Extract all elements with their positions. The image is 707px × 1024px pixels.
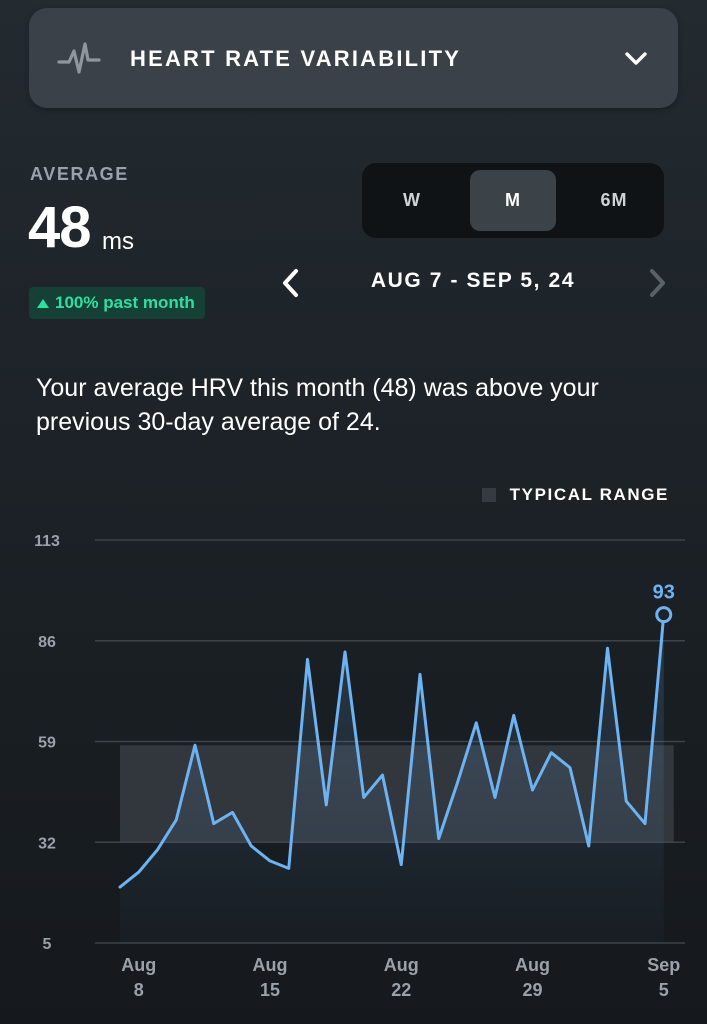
- x-tick-label-month: Sep: [647, 955, 680, 975]
- x-tick-label-day: 8: [134, 980, 144, 1000]
- average-label: AVERAGE: [30, 164, 129, 184]
- highlight-label: 93: [653, 582, 675, 604]
- chevron-down-icon[interactable]: [622, 44, 650, 72]
- triangle-up-icon: [37, 298, 49, 308]
- hrv-line-chart: 113 86 59 32 5 93 Aug 8 Aug 15 Aug 22 Aug 29 Sep 5: [34, 533, 685, 1000]
- highlight-point: [655, 606, 673, 624]
- change-badge: 100% past month: [29, 287, 205, 319]
- date-range-label: AUG 7 - SEP 5, 24: [370, 269, 576, 292]
- metric-title: HEART RATE VARIABILITY: [130, 46, 462, 71]
- average-value: 48: [28, 195, 92, 260]
- y-tick-label: 32: [38, 835, 56, 852]
- y-tick-label: 5: [43, 936, 52, 953]
- chevron-left-icon[interactable]: [276, 266, 306, 300]
- x-tick-label-month: Aug: [121, 955, 156, 975]
- y-tick-label: 86: [38, 634, 56, 651]
- hrv-series-line: [118, 613, 666, 889]
- x-tick-label-day: 5: [659, 980, 669, 1000]
- chart-legend: TYPICAL RANGE: [481, 485, 669, 505]
- average-unit: ms: [102, 228, 134, 255]
- area-fill: [120, 614, 664, 943]
- y-tick-label: 113: [34, 533, 60, 550]
- change-text: 100% past month: [55, 293, 195, 312]
- x-tick-label-day: 22: [391, 980, 411, 1000]
- x-tick-label-month: Aug: [515, 955, 550, 975]
- period-selector: W M 6M: [362, 163, 664, 238]
- heartbeat-pulse-icon: [55, 36, 103, 84]
- x-tick-label-month: Aug: [384, 955, 419, 975]
- chevron-right-icon[interactable]: [642, 266, 672, 300]
- tab-week[interactable]: W: [403, 190, 421, 210]
- tab-six-months[interactable]: 6M: [600, 190, 628, 210]
- insight-text: Your average HRV this month (48) was abo…: [36, 374, 599, 436]
- tab-month[interactable]: M: [470, 170, 556, 231]
- x-tick-label-month: Aug: [253, 955, 288, 975]
- x-tick-label-day: 15: [260, 980, 280, 1000]
- x-tick-label-day: 29: [522, 980, 542, 1000]
- y-tick-label: 59: [38, 735, 56, 752]
- legend-swatch: [481, 488, 496, 502]
- legend-label: TYPICAL RANGE: [509, 485, 669, 504]
- metric-selector[interactable]: HEART RATE VARIABILITY: [29, 8, 678, 108]
